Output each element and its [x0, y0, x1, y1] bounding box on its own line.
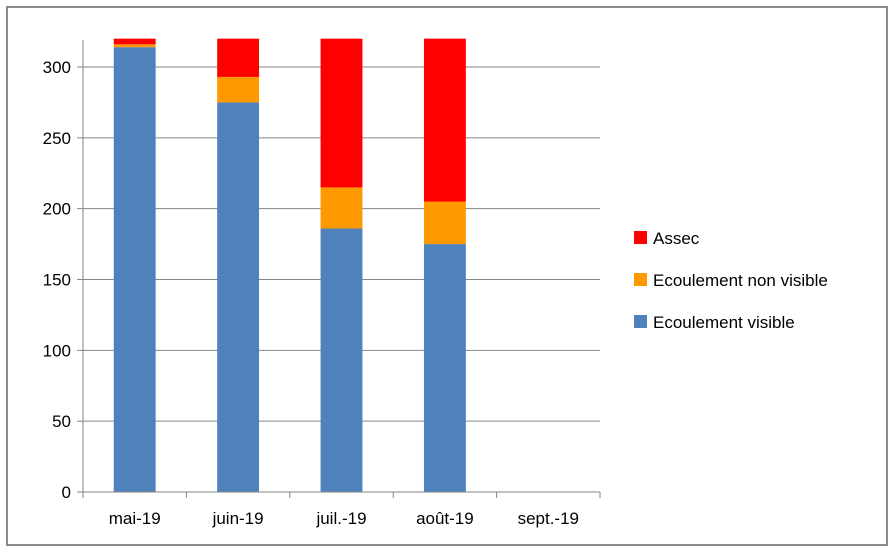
bar-segment — [320, 38, 363, 188]
bar-segment — [113, 44, 156, 48]
bar-segment — [217, 76, 260, 103]
x-tick-label: sept.-19 — [518, 509, 579, 528]
chart-svg: 0 50 100 150 200 250 300 mai-19 juin-19 juil.-19 a… — [43, 38, 828, 528]
legend-label: Assec — [653, 229, 700, 248]
y-tick-label: 50 — [52, 412, 71, 431]
bar-segment — [423, 201, 466, 245]
bar-segment — [113, 47, 156, 493]
y-tick-label: 200 — [43, 200, 71, 219]
axes-layer: 0 50 100 150 200 250 300 mai-19 juin-19 juil.-19 a… — [43, 40, 601, 528]
bar-segment — [320, 187, 363, 229]
x-tick-label: juil.-19 — [315, 509, 366, 528]
x-tick-label: juin-19 — [212, 509, 264, 528]
chart-frame: 0 50 100 150 200 250 300 mai-19 juin-19 juil.-19 a… — [6, 6, 888, 546]
legend-swatch — [634, 273, 647, 286]
x-tick-label: mai-19 — [109, 509, 161, 528]
y-tick-label: 0 — [62, 483, 71, 502]
bar-segment — [423, 244, 466, 492]
y-tick-label: 100 — [43, 341, 71, 360]
bar-segment — [423, 38, 466, 202]
legend-layer: Assec Ecoulement non visible Ecoulement vi… — [634, 229, 828, 332]
legend-label: Ecoulement visible — [653, 313, 795, 332]
legend-swatch — [634, 315, 647, 328]
legend-swatch — [634, 231, 647, 244]
x-tick-label: août-19 — [416, 509, 474, 528]
bar-segment — [113, 38, 156, 45]
bars-layer — [113, 38, 466, 493]
bar-segment — [217, 38, 260, 77]
y-tick-label: 250 — [43, 129, 71, 148]
y-tick-label: 300 — [43, 58, 71, 77]
bar-segment — [320, 228, 363, 492]
legend-label: Ecoulement non visible — [653, 271, 828, 290]
y-tick-label: 150 — [43, 271, 71, 290]
bar-segment — [217, 102, 260, 493]
